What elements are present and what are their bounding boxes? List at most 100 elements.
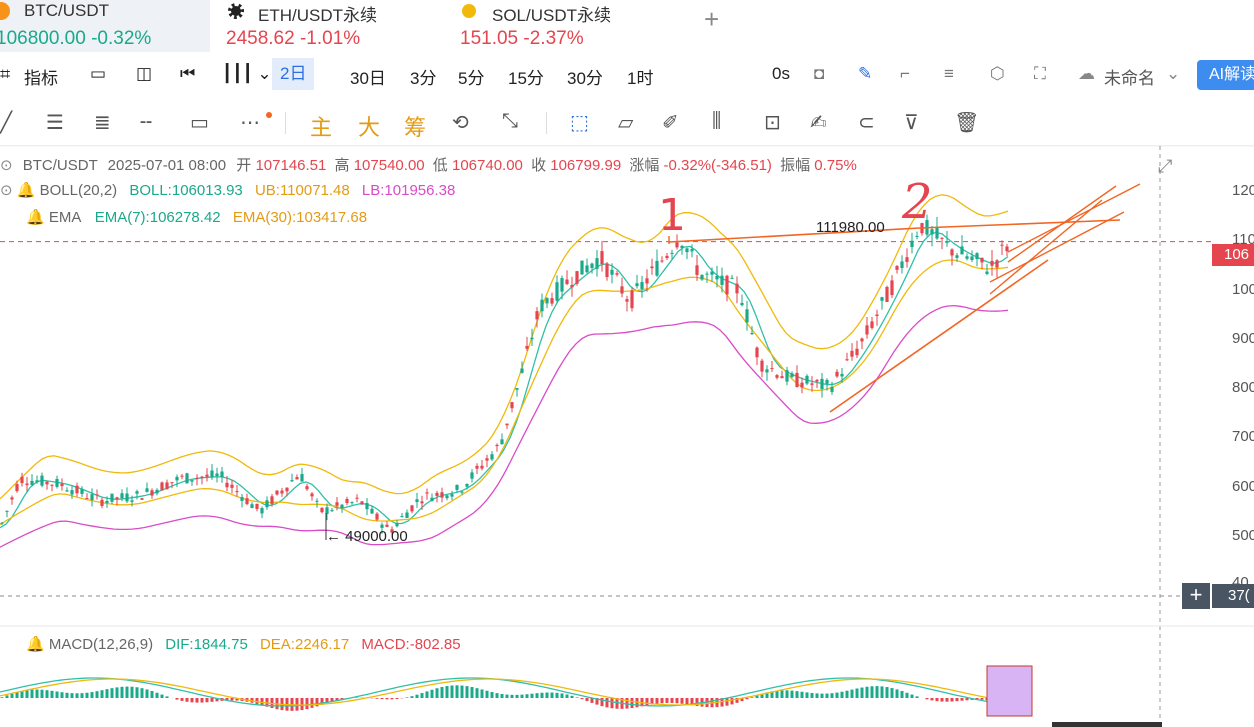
tab-eth-usdt[interactable]: ETH/USDT永续 2458.62 -1.01% bbox=[226, 0, 436, 52]
ruler-icon[interactable]: ▱ bbox=[618, 112, 634, 134]
camera-icon[interactable]: ◘ bbox=[814, 64, 825, 83]
indicators-button[interactable]: 指标 bbox=[24, 69, 58, 88]
candle-body bbox=[940, 237, 944, 239]
macd-bar bbox=[595, 698, 599, 705]
interval-5m[interactable]: 5分 bbox=[458, 69, 485, 88]
macd-bar bbox=[600, 698, 604, 707]
macd-bar bbox=[160, 694, 164, 698]
candle-body bbox=[570, 284, 574, 288]
macd-bar bbox=[225, 698, 229, 701]
chip-distribution-button[interactable]: 筹 bbox=[404, 115, 427, 140]
filter-icon[interactable]: ⊽ bbox=[904, 112, 919, 134]
layout-name[interactable]: 未命名 bbox=[1104, 69, 1155, 88]
brush-icon[interactable]: ✐ bbox=[662, 112, 679, 134]
tab-sol-usdt[interactable]: SOL/USDT永续 151.05 -2.37% bbox=[460, 0, 670, 52]
candle-body bbox=[110, 493, 114, 502]
macd-bar bbox=[410, 696, 414, 698]
chart-type-icon[interactable]: ┃┃┃ ⌄ bbox=[222, 64, 272, 83]
parallel-lines-icon[interactable]: ☰ bbox=[46, 112, 64, 134]
candle-body bbox=[720, 275, 724, 285]
close-label: 收 bbox=[531, 157, 547, 174]
pointer-icon[interactable]: ⬚ bbox=[570, 112, 589, 134]
candle-body bbox=[310, 493, 314, 497]
expand-icon[interactable]: ⤢ bbox=[1158, 156, 1173, 176]
big-order-button[interactable]: 大 bbox=[358, 115, 381, 140]
interval-15m[interactable]: 15分 bbox=[508, 69, 544, 88]
ohlc-info: ⊙ BTC/USDT 2025-07-01 08:00 开 107146.51 … bbox=[0, 154, 857, 175]
candle-body bbox=[985, 271, 989, 274]
macd-bar bbox=[260, 698, 264, 706]
candle-body bbox=[565, 279, 569, 285]
ema7-line bbox=[0, 231, 1009, 529]
rectangle-icon[interactable]: ▭ bbox=[190, 112, 209, 134]
bell-icon[interactable]: 🔔 bbox=[26, 209, 45, 226]
macd-bar bbox=[820, 693, 824, 698]
indicators-icon[interactable]: ⌗ bbox=[0, 64, 11, 84]
crosshair-add-icon[interactable]: + bbox=[1182, 583, 1210, 609]
bell-icon[interactable]: 🔔 bbox=[16, 182, 36, 199]
fullscreen-icon[interactable]: ⛶ bbox=[1034, 64, 1046, 83]
trash-icon[interactable]: 🗑 bbox=[954, 112, 980, 134]
add-tab-icon[interactable]: + bbox=[704, 4, 720, 34]
macd-bar bbox=[785, 690, 789, 698]
macd-bar bbox=[320, 698, 324, 705]
candle-body bbox=[510, 402, 514, 409]
list-icon[interactable]: ≡ bbox=[944, 64, 954, 83]
candle-body bbox=[715, 275, 719, 280]
chevron-down-icon[interactable]: ⌄ bbox=[1166, 64, 1181, 83]
axis-tick: 600 bbox=[1232, 478, 1254, 495]
magnet-icon[interactable]: ⊂ bbox=[858, 112, 875, 134]
position-icon[interactable]: ⊡ bbox=[764, 112, 781, 134]
candle-body bbox=[200, 476, 204, 479]
macd-bar bbox=[915, 696, 919, 698]
tab-btc-usdt[interactable]: BTC/USDT 106800.00 -0.32% bbox=[0, 0, 210, 52]
channel-icon[interactable]: ≣ bbox=[94, 112, 111, 134]
macd-bar bbox=[570, 695, 574, 698]
high-value: 107540.00 bbox=[353, 157, 425, 174]
macd-bar bbox=[105, 689, 109, 698]
bell-icon[interactable]: 🔔 bbox=[26, 636, 45, 653]
note-icon[interactable]: ✍ bbox=[810, 112, 827, 134]
candle-body bbox=[70, 490, 74, 495]
collapse-icon[interactable]: ⊙ bbox=[0, 157, 13, 174]
main-force-button[interactable]: 主 bbox=[310, 115, 333, 140]
horizontal-line-icon[interactable]: ╌ bbox=[140, 112, 153, 134]
more-icon[interactable]: ⋯ bbox=[240, 112, 260, 134]
interval-3m[interactable]: 3分 bbox=[410, 69, 437, 88]
candle-body bbox=[690, 249, 694, 252]
candle-body bbox=[375, 513, 379, 520]
macd-bar bbox=[660, 698, 664, 704]
split-layout-icon[interactable]: ◫ bbox=[136, 64, 153, 83]
candle-body bbox=[615, 273, 619, 275]
crop-icon[interactable]: ⌐ bbox=[900, 64, 910, 83]
measure-icon[interactable]: ⤡ bbox=[502, 110, 518, 132]
macd-bar bbox=[425, 691, 429, 698]
boll-ub: UB:110071.48 bbox=[254, 182, 350, 199]
collapse-icon[interactable]: ⊙ bbox=[0, 182, 13, 199]
ai-interpret-button[interactable]: AI解读 bbox=[1197, 60, 1254, 90]
trend-line-icon[interactable]: ╱ bbox=[0, 112, 13, 134]
interval-30m[interactable]: 30分 bbox=[567, 69, 603, 88]
interval-1h[interactable]: 1时 bbox=[627, 69, 654, 88]
pattern-icon[interactable]: ⫼ bbox=[712, 110, 722, 132]
candle-body bbox=[750, 332, 754, 335]
interval-30d[interactable]: 30日 bbox=[350, 69, 386, 88]
candle-body bbox=[495, 444, 499, 447]
macd-bar bbox=[495, 693, 499, 698]
crosshair-icon[interactable]: ⟲ bbox=[452, 112, 469, 134]
candle-body bbox=[785, 370, 789, 382]
replay-icon[interactable]: ⏮ bbox=[180, 64, 196, 83]
macd-bar bbox=[655, 698, 659, 704]
settings-icon[interactable]: ⬡ bbox=[990, 64, 1005, 83]
screenshot-layout-icon[interactable]: ▭ bbox=[90, 64, 107, 83]
interval-2d[interactable]: 2日 bbox=[272, 58, 315, 90]
macd-bar bbox=[730, 698, 734, 705]
candle-body bbox=[250, 504, 254, 509]
candle-body bbox=[450, 494, 454, 497]
symbol-tabs: BTC/USDT 106800.00 -0.32% ETH/USDT永续 245… bbox=[0, 0, 1254, 52]
candle-body bbox=[765, 369, 769, 373]
candle-body bbox=[480, 465, 484, 469]
pen-icon[interactable]: ✎ bbox=[858, 64, 873, 83]
ema-info: 🔔 EMA EMA(7):106278.42 EMA(30):103417.68 bbox=[26, 208, 367, 226]
